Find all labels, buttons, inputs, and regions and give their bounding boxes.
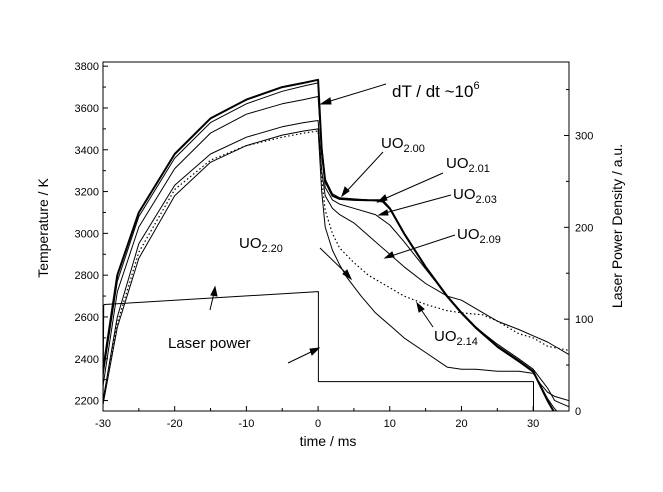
y2-axis-title: Laser Power Density / a.u.: [609, 144, 625, 308]
arrow-laser-lower: [287, 347, 321, 364]
x-tick-label: -30: [95, 418, 111, 430]
axis-ticks: -30 -20 -10 0 10 20 30220024002600280030003200…: [75, 61, 594, 430]
y-tick-label: 3000: [75, 228, 99, 240]
y2-tick-label: 200: [575, 222, 593, 234]
x-tick-label: 30: [527, 418, 539, 430]
y-tick-label: 2800: [75, 270, 99, 282]
rate-annotation-text: dT / dt ~10: [392, 82, 473, 101]
y-tick-label: 2600: [75, 312, 99, 324]
label-uo2-14: UO2.14: [434, 328, 478, 348]
y-tick-label: 2200: [75, 396, 99, 408]
label-uo2-09: UO2.09: [457, 226, 501, 246]
rate-annotation-sup: 6: [473, 80, 479, 92]
y2-tick-label: 0: [575, 406, 581, 418]
label-laser-power: Laser power: [168, 335, 251, 352]
y-tick-label: 3600: [75, 103, 99, 115]
arrow-uo2-01: [376, 172, 444, 203]
x-tick-label: 20: [455, 418, 467, 430]
arrow-uo2-14: [416, 301, 434, 328]
series-line-uo2-01: [103, 82, 558, 411]
arrow-rate: [319, 83, 387, 105]
y-tick-label: 3400: [75, 145, 99, 157]
label-uo2-20: UO2.20: [239, 235, 283, 255]
x-tick-label: 0: [315, 418, 321, 430]
series-line-uo2-03: [103, 96, 569, 408]
plot-frame: [102, 61, 570, 412]
series-line-laser-power: [103, 291, 569, 411]
arrow-uo2-03: [377, 194, 452, 216]
annotation-arrows: [209, 83, 456, 364]
label-uo2-00: UO2.00: [381, 135, 425, 155]
x-tick-label: 10: [384, 418, 396, 430]
y-axis-title: Temperature / K: [35, 178, 51, 278]
arrow-uo2-09: [383, 234, 456, 259]
y-tick-label: 2400: [75, 354, 99, 366]
x-tick-label: -20: [167, 418, 183, 430]
series-line-uo2-20: [103, 128, 569, 406]
series-line-uo2-14: [103, 130, 569, 403]
series-lines: [103, 78, 569, 411]
arrow-uo2-00: [341, 151, 384, 198]
y-tick-label: 3200: [75, 187, 99, 199]
series-line-uo2-09: [103, 120, 569, 403]
x-tick-label: -10: [238, 418, 254, 430]
label-uo2-01: UO2.01: [446, 155, 490, 175]
y2-tick-label: 100: [575, 314, 593, 326]
rate-annotation: dT / dt ~106: [392, 80, 480, 101]
arrow-laser-upper: [209, 285, 218, 311]
label-uo2-03: UO2.03: [453, 186, 497, 206]
y-tick-label: 3800: [75, 61, 99, 73]
arrow-uo2-20: [319, 247, 353, 281]
x-axis-title: time / ms: [300, 433, 357, 449]
y2-tick-label: 300: [575, 130, 593, 142]
series-line-uo2-00: [103, 78, 555, 411]
